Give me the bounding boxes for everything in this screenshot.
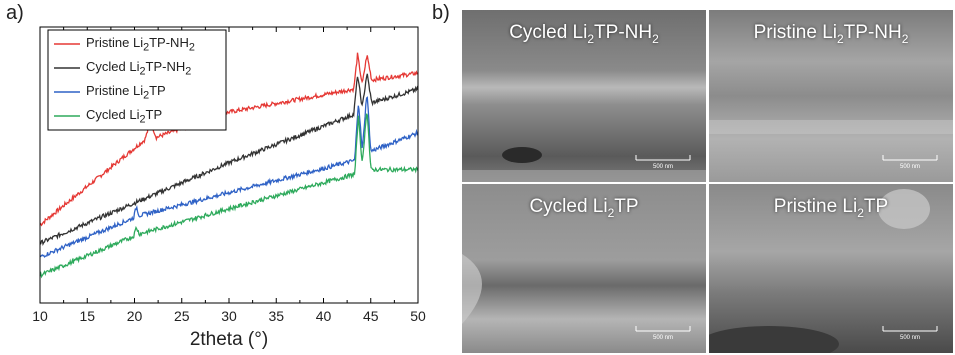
- sem-image-pristine-li2tp: Pristine Li2TP 500 nm: [709, 184, 953, 353]
- x-axis-label: 2theta (°): [190, 329, 268, 350]
- x-tick-label: 10: [32, 308, 48, 324]
- x-tick-label: 45: [363, 308, 379, 324]
- series-line-2: [39, 96, 419, 258]
- xrd-chart: 10 15 20 25 30 35 40 45 50 2theta (°) Pristine Li2…: [32, 26, 426, 350]
- series-line-3: [39, 113, 419, 279]
- legend-entry: Cycled Li2TP: [86, 107, 162, 126]
- sem-title: Cycled Li2TP: [529, 196, 639, 220]
- scale-bar: 500 nm: [634, 323, 692, 341]
- x-tick-label: 50: [410, 308, 426, 324]
- legend-entry: Pristine Li2TP: [86, 83, 166, 102]
- x-tick-label: 20: [127, 308, 143, 324]
- x-tick-label: 15: [79, 308, 95, 324]
- scale-bar: 500 nm: [634, 152, 692, 170]
- sem-image-cycled-li2tp: Cycled Li2TP 500 nm: [462, 184, 706, 353]
- sem-image-cycled-li2tp-nh2: Cycled Li2TP-NH2 500 nm: [462, 10, 706, 182]
- panel-label-a: a): [6, 2, 24, 24]
- series-line-0: [39, 52, 419, 227]
- x-tick-label: 30: [221, 308, 237, 324]
- sem-title: Cycled Li2TP-NH2: [509, 22, 659, 46]
- sem-image-pristine-li2tp-nh2: Pristine Li2TP-NH2 500 nm: [709, 10, 953, 182]
- scale-label: 500 nm: [652, 164, 673, 170]
- scale-bar: 500 nm: [881, 152, 939, 170]
- scale-label: 500 nm: [652, 335, 673, 341]
- sem-title: Pristine Li2TP-NH2: [753, 22, 909, 46]
- x-tick-label: 25: [174, 308, 190, 324]
- scale-label: 500 nm: [899, 335, 920, 341]
- x-tick-label: 40: [316, 308, 332, 324]
- legend-entry: Cycled Li2TP-NH2: [86, 59, 191, 78]
- scale-label: 500 nm: [899, 164, 920, 170]
- legend-box: [47, 29, 227, 131]
- series-line-1: [39, 73, 419, 247]
- panel-label-b: b): [432, 2, 450, 24]
- x-tick-label: 35: [268, 308, 284, 324]
- sem-title: Pristine Li2TP: [773, 196, 889, 220]
- scale-bar: 500 nm: [881, 323, 939, 341]
- legend-entry: Pristine Li2TP-NH2: [86, 35, 195, 54]
